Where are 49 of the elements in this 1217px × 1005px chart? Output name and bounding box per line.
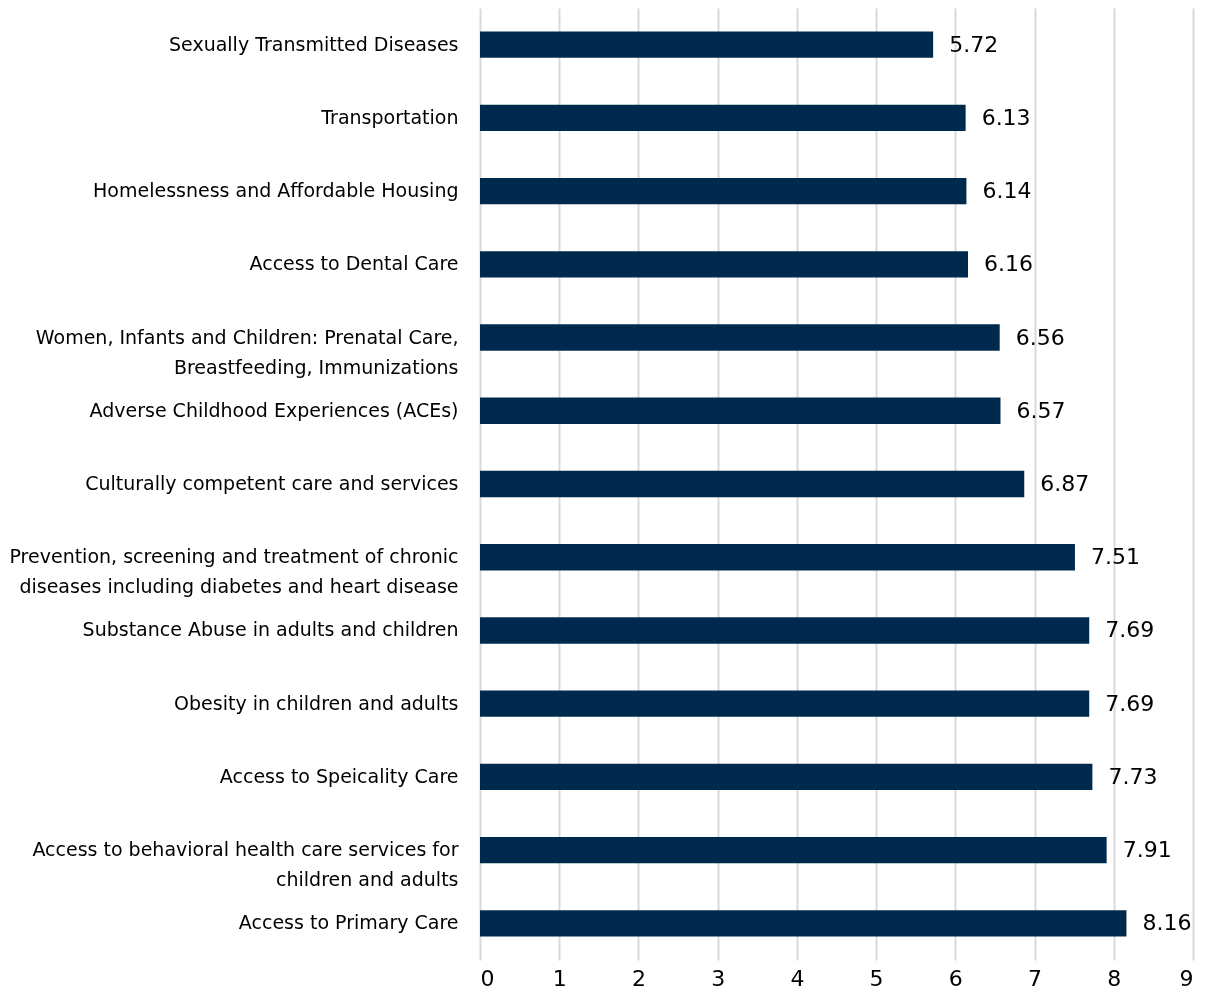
x-tick-label: 1 bbox=[552, 965, 567, 991]
x-tick-label: 2 bbox=[631, 965, 646, 991]
data-label: 7.91 bbox=[1122, 837, 1172, 863]
y-tick-label: Substance Abuse in adults and children bbox=[82, 618, 459, 641]
bar bbox=[480, 177, 967, 205]
data-label: 7.51 bbox=[1090, 544, 1140, 570]
x-tick-label: 7 bbox=[1028, 965, 1043, 991]
bar bbox=[480, 910, 1127, 937]
x-tick-label: 3 bbox=[711, 965, 726, 991]
y-tick-label: Access to Primary Care bbox=[238, 911, 459, 934]
y-tick-label: Obesity in children and adults bbox=[174, 691, 459, 714]
x-tick-label: 9 bbox=[1179, 965, 1194, 991]
y-tick-label: Women, Infants and Children: Prenatal Care, Breastfeeding, Immunizations bbox=[35, 325, 459, 378]
bar bbox=[480, 397, 1001, 424]
x-tick-label: 4 bbox=[790, 965, 805, 991]
data-label: 7.69 bbox=[1105, 617, 1155, 643]
data-label: 6.56 bbox=[1015, 324, 1065, 350]
x-tick-label: 0 bbox=[480, 965, 495, 991]
y-tick-label: Access to behavioral health care services for children and adults bbox=[32, 838, 459, 891]
y-tick-label: Adverse Childhood Experiences (ACEs) bbox=[89, 398, 459, 421]
y-tick-label: Sexually Transmitted Diseases bbox=[169, 32, 459, 55]
data-label: 6.16 bbox=[984, 251, 1033, 277]
y-tick-label: Access to Speicality Care bbox=[219, 764, 459, 787]
bar bbox=[480, 544, 1075, 571]
data-label: 6.13 bbox=[981, 104, 1031, 130]
data-label: 7.69 bbox=[1105, 690, 1155, 716]
bar bbox=[480, 763, 1093, 791]
data-label: 7.73 bbox=[1108, 763, 1158, 789]
y-tick-label: Access to Dental Care bbox=[249, 252, 459, 275]
x-tick-label: 5 bbox=[869, 965, 884, 991]
bar bbox=[480, 251, 969, 278]
bar bbox=[480, 617, 1090, 644]
x-tick-label: 6 bbox=[948, 965, 963, 991]
data-label: 5.72 bbox=[949, 31, 999, 57]
y-tick-label: Homelessness and Affordable Housing bbox=[93, 179, 459, 202]
data-label: 6.14 bbox=[982, 178, 1032, 204]
bar bbox=[480, 324, 1000, 351]
data-label: 8.16 bbox=[1142, 910, 1192, 936]
y-tick-label: Transportation bbox=[320, 105, 459, 128]
bar bbox=[480, 104, 966, 132]
y-tick-label: Culturally competent care and services bbox=[85, 472, 459, 494]
y-tick-label: Prevention, screening and treatment of chronic diseases including diabetes and heart disease bbox=[9, 545, 459, 598]
x-tick-label: 8 bbox=[1107, 965, 1122, 991]
data-label: 6.87 bbox=[1040, 471, 1090, 496]
bar bbox=[480, 470, 1025, 498]
bar bbox=[480, 690, 1090, 717]
data-label: 6.57 bbox=[1016, 397, 1066, 423]
bar bbox=[480, 836, 1107, 864]
bar bbox=[480, 31, 934, 58]
